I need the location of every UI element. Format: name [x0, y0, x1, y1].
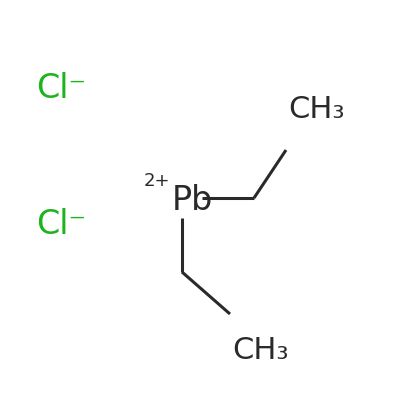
- Text: Pb: Pb: [172, 184, 213, 216]
- Text: CH₃: CH₃: [288, 95, 344, 124]
- Text: 2+: 2+: [144, 172, 170, 190]
- Text: Cl⁻: Cl⁻: [36, 208, 86, 240]
- Text: CH₃: CH₃: [232, 336, 288, 365]
- Text: Cl⁻: Cl⁻: [36, 72, 86, 104]
